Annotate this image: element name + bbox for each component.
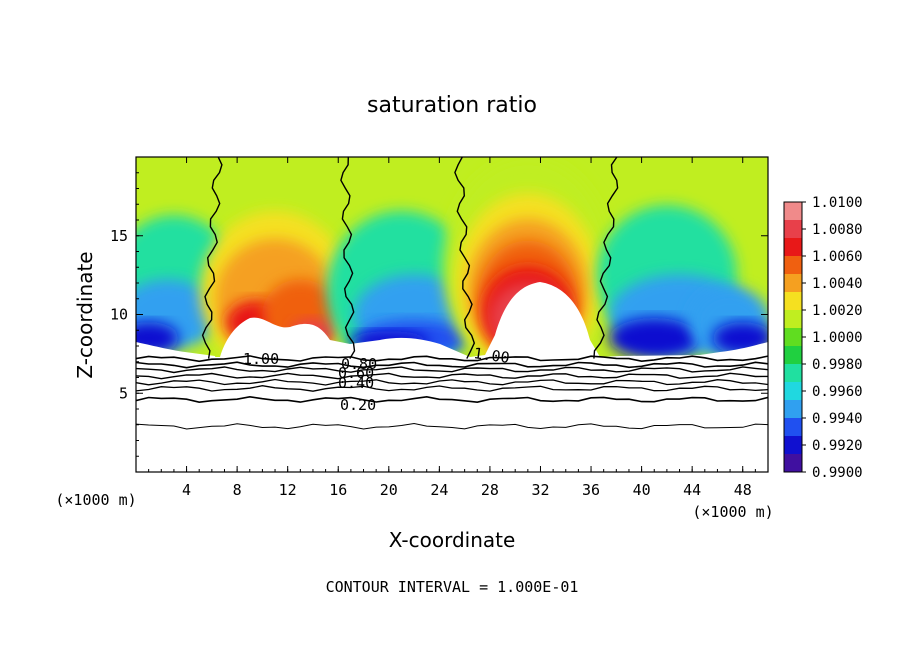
contour-line (136, 366, 768, 374)
x-axis: 4 8 12 16 20 24 28 32 36 40 44 48 (148, 157, 756, 499)
contour-line (136, 361, 768, 369)
x-axis-unit-left: (×1000 m) (55, 491, 136, 509)
y-axis-label: Z-coordinate (73, 251, 97, 378)
colorbar-segment (784, 238, 802, 257)
colorbar-segment (784, 382, 802, 401)
contour-line (136, 355, 768, 363)
colorbar-segment (784, 400, 802, 419)
x-tick-label: 12 (279, 481, 297, 499)
lower-boundary-fill (136, 282, 768, 360)
colorbar-segment (784, 310, 802, 329)
colorbar-tick-label: 1.0020 (812, 303, 863, 319)
colorbar-tick-label: 1.0040 (812, 276, 863, 292)
x-tick-label: 20 (380, 481, 398, 499)
colorbar-segment (784, 220, 802, 239)
colorbar-segment (784, 346, 802, 365)
x-tick-label: 44 (683, 481, 701, 499)
colorbar-segment (784, 436, 802, 455)
x-tick-label: 36 (582, 481, 600, 499)
colorbar-segment (784, 418, 802, 437)
contour-label-group: 1.00 0.80 0.60 0.40 0.20 1.00 (243, 344, 511, 414)
contour-label-3: 0.60 (338, 364, 374, 382)
colorbar-segment (784, 328, 802, 347)
colorbar-tick-label: 1.0060 (812, 249, 863, 265)
colorbar-tick-label: 1.0100 (812, 195, 863, 211)
colorbar-segment (784, 454, 802, 473)
colorbar-tick-label: 0.9940 (812, 411, 863, 427)
x-tick-label: 16 (329, 481, 347, 499)
colorbar-segment (784, 202, 802, 221)
contour-line (136, 378, 768, 386)
y-axis: 5 10 15 (110, 172, 768, 457)
contour-label-4: 0.40 (338, 374, 374, 392)
colorbar-segment (784, 256, 802, 275)
x-tick-label: 32 (531, 481, 549, 499)
x-axis-label: X-coordinate (389, 528, 516, 552)
y-tick-label: 10 (110, 306, 128, 324)
colorbar-segment (784, 292, 802, 311)
colorbar-tick-label: 0.9920 (812, 438, 863, 454)
contour-line-vertical (340, 157, 356, 359)
colorbar-tick-label: 0.9980 (812, 357, 863, 373)
contour-line-vertical (454, 157, 476, 359)
colorbar-tick-label: 1.0080 (812, 222, 863, 238)
contour-line (136, 422, 768, 430)
contour-label-6: 1.00 (472, 344, 510, 367)
x-axis-unit-right: (×1000 m) (692, 503, 773, 521)
plot-area (136, 157, 768, 472)
contour-label-2: 0.80 (341, 355, 377, 373)
field-blob (609, 318, 700, 359)
colorbar-segment (784, 364, 802, 383)
x-tick-label: 28 (481, 481, 499, 499)
x-tick-label: 40 (633, 481, 651, 499)
x-tick-label: 8 (233, 481, 242, 499)
y-tick-label: 15 (110, 227, 128, 245)
contour-line (136, 385, 768, 392)
x-tick-label: 48 (734, 481, 752, 499)
colorbar: 1.0100 1.0080 1.0060 1.0040 1.0020 1.0000 0.99… (783, 195, 863, 481)
contour-lines (136, 157, 768, 430)
contour-interval-footnote: CONTOUR INTERVAL = 1.000E-01 (326, 578, 579, 596)
y-tick-label: 5 (119, 384, 128, 402)
colorbar-segment (784, 274, 802, 293)
contour-line (136, 395, 768, 404)
contour-line (136, 372, 768, 380)
contour-line-vertical (593, 157, 619, 359)
colorbar-tick-label: 1.0000 (812, 330, 863, 346)
x-tick-label: 24 (430, 481, 448, 499)
chart-title: saturation ratio (367, 93, 537, 118)
contour-line-vertical (201, 157, 223, 359)
colorbar-tick-label: 0.9900 (812, 465, 863, 481)
x-tick-label: 4 (182, 481, 191, 499)
contour-label-1: 1.00 (243, 350, 279, 368)
colorbar-tick-label: 0.9960 (812, 384, 863, 400)
contour-label-5: 0.20 (340, 396, 376, 414)
